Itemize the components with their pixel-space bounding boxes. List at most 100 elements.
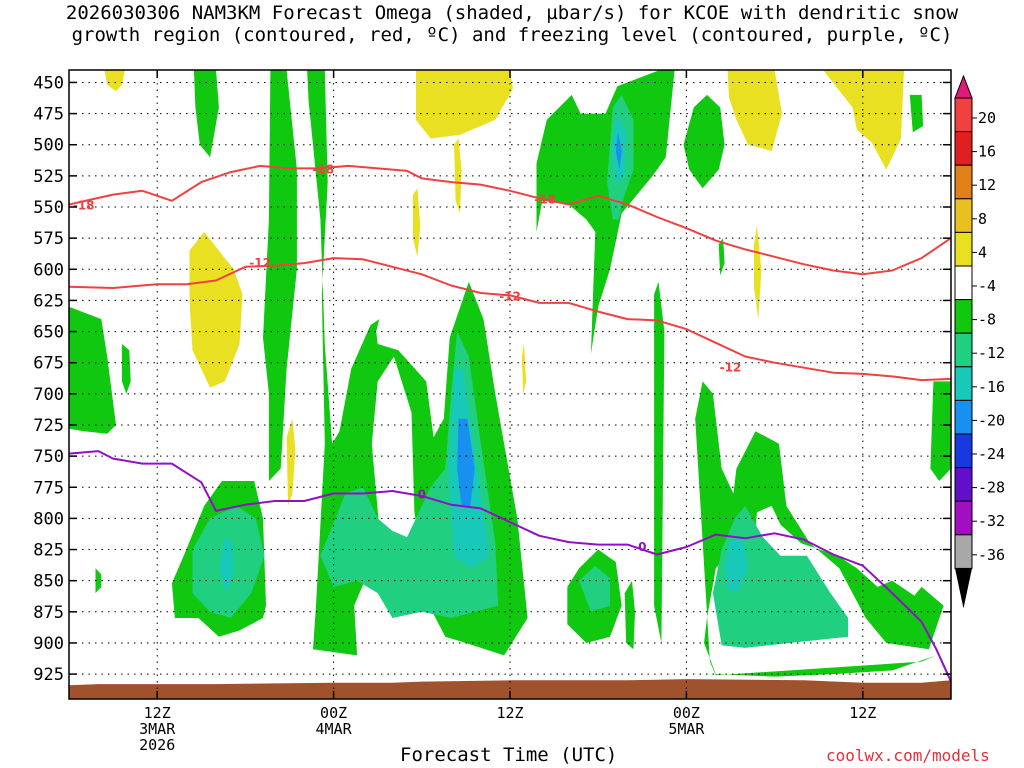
- omega-region: [121, 344, 131, 394]
- omega-region: [579, 565, 610, 612]
- colorbar-segment: [954, 97, 973, 133]
- colorbar-tick-label: -28: [978, 479, 1005, 497]
- colorbar-tick-label: -20: [978, 411, 1005, 429]
- temperature-contours: -18 -18 -18 -12 -12 -12 0 0: [69, 162, 951, 683]
- y-tick-label: 550: [33, 198, 64, 218]
- omega-region: [624, 580, 635, 650]
- title-line-1: 2026030306 NAM3KM Forecast Omega (shaded…: [65, 2, 959, 24]
- omega-region: [823, 70, 904, 170]
- omega-region: [218, 537, 234, 594]
- colorbar-segment: [954, 231, 973, 267]
- x-tick-label: 12Z: [496, 704, 523, 722]
- freezing-contour: [69, 450, 951, 683]
- terrain: [69, 679, 951, 699]
- colorbar-tick-label: -16: [978, 378, 1005, 396]
- x-tick-label: 2026: [139, 736, 175, 754]
- omega-region: [415, 70, 513, 139]
- omega-region: [695, 381, 944, 677]
- colorbar-segment: [954, 534, 973, 569]
- colorbar-tick-label: -36: [978, 546, 1005, 564]
- omega-region: [930, 381, 951, 481]
- source-credit: coolwx.com/models: [826, 746, 990, 765]
- omega-region: [683, 94, 725, 189]
- y-tick-label: 925: [33, 665, 64, 685]
- y-tick-label: 850: [33, 572, 64, 592]
- dgz-contour-label: -18: [312, 162, 334, 176]
- dgz-contour-label: -12: [720, 360, 742, 374]
- omega-region: [718, 238, 725, 276]
- x-tick-label: 12Z: [849, 704, 876, 722]
- y-tick-label: 775: [33, 478, 64, 498]
- omega-region: [536, 70, 675, 354]
- omega-region: [654, 281, 665, 643]
- omega-region: [615, 132, 622, 170]
- y-tick-label: 725: [33, 416, 64, 436]
- minus12-contour: [69, 257, 951, 382]
- y-tick-label: 700: [33, 385, 64, 405]
- x-tick-label: 00Z: [673, 704, 700, 722]
- colorbar: 20 16 12 8 4 -4 -8 -12 -16 -20 -24 -28 -32 -36: [954, 74, 1005, 609]
- y-tick-label: 675: [33, 354, 64, 374]
- colorbar-segment: [954, 500, 973, 536]
- omega-region: [909, 94, 924, 133]
- colorbar-tick-label: 20: [978, 109, 996, 127]
- freezing-contour-label: 0: [638, 540, 646, 554]
- colorbar-tick-label: 4: [978, 243, 987, 261]
- colorbar-segment: [954, 433, 973, 469]
- omega-region: [263, 70, 297, 481]
- colorbar-tick-label: 16: [978, 143, 996, 161]
- colorbar-segment: [954, 399, 973, 435]
- freezing-contour-label: 0: [418, 487, 426, 501]
- colorbar-segment: [954, 299, 973, 334]
- colorbar-segment: [954, 467, 973, 502]
- colorbar-tick-label: -32: [978, 512, 1005, 530]
- dgz-contour-label: -12: [249, 256, 271, 270]
- colorbar-segment: [954, 164, 973, 200]
- x-tick-label: 5MAR: [668, 720, 705, 738]
- y-tick-label: 450: [33, 73, 64, 93]
- x-tick-label: 12Z: [144, 704, 171, 722]
- colorbar-segment: [954, 131, 973, 166]
- colorbar-tick-label: -8: [978, 311, 996, 329]
- y-tick-label: 875: [33, 603, 64, 623]
- y-tick-label: 800: [33, 509, 64, 529]
- dgz-contour-label: -12: [499, 289, 521, 303]
- omega-region: [189, 231, 243, 388]
- colorbar-tick-label: -4: [978, 277, 996, 295]
- omega-region: [413, 188, 421, 257]
- y-tick-label: 625: [33, 291, 64, 311]
- colorbar-tick-label: -24: [978, 445, 1005, 463]
- colorbar-segment: [954, 366, 973, 401]
- y-tick-label: 600: [33, 260, 64, 280]
- y-tick-label: 500: [33, 136, 64, 156]
- y-axis: 450 475 500 525 550 575 600 625 650 675 700 725 750 7…: [33, 73, 951, 685]
- y-tick-label: 575: [33, 229, 64, 249]
- y-tick-label: 900: [33, 634, 64, 654]
- grid-lines: [69, 70, 951, 699]
- omega-region: [727, 70, 782, 151]
- omega-region: [754, 225, 762, 320]
- y-tick-label: 475: [33, 105, 64, 125]
- omega-region: [521, 344, 527, 394]
- colorbar-segment: [954, 265, 973, 301]
- omega-region: [724, 537, 749, 591]
- colorbar-tick-label: -12: [978, 344, 1005, 362]
- x-tick-label: 4MAR: [316, 720, 353, 738]
- omega-region: [104, 70, 125, 92]
- colorbar-tick-label: 12: [978, 176, 996, 194]
- omega-region: [457, 418, 475, 506]
- y-tick-label: 825: [33, 541, 64, 561]
- omega-region: [95, 568, 102, 594]
- minus18-contour: [69, 164, 951, 276]
- colorbar-segment: [954, 332, 973, 368]
- colorbar-tick-label: 8: [978, 210, 987, 228]
- title-line-2: growth region (contoured, red, ºC) and f…: [71, 24, 953, 46]
- dgz-contour-label: -18: [534, 192, 556, 206]
- dgz-contour-label: -18: [73, 199, 95, 213]
- x-tick-label: 00Z: [320, 704, 347, 722]
- omega-shading: [69, 70, 951, 699]
- y-tick-label: 525: [33, 167, 64, 187]
- omega-region: [454, 138, 462, 214]
